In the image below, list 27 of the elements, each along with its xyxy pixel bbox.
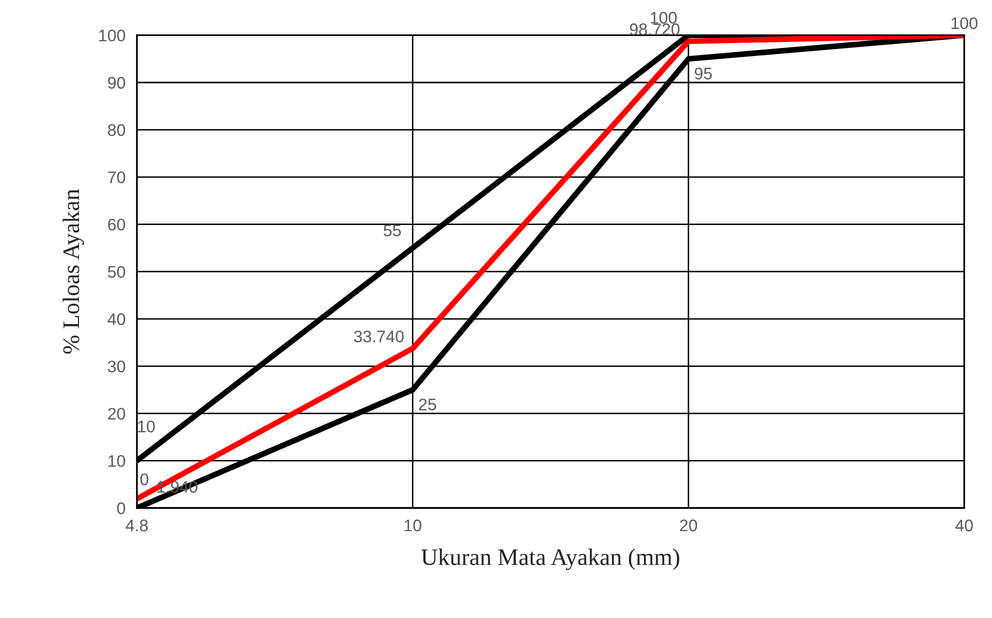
y-tick-label: 70 xyxy=(108,171,126,184)
y-tick-label: 80 xyxy=(108,124,126,136)
data-label: 95 xyxy=(694,68,712,80)
y-tick-label: 100 xyxy=(99,30,126,42)
data-label: 55 xyxy=(384,224,401,236)
data-label: 10 xyxy=(138,420,155,432)
y-tick-label: 30 xyxy=(108,360,126,372)
x-tick-label: 20 xyxy=(680,520,698,532)
y-tick-label: 60 xyxy=(108,218,126,231)
data-label: 33.740 xyxy=(354,330,404,342)
x-tick-label: 4.8 xyxy=(126,520,148,532)
y-tick-label: 40 xyxy=(108,313,126,326)
data-label: 100 xyxy=(650,12,677,24)
y-axis-title: % Loloas Ayakan xyxy=(62,189,84,354)
data-label: 0 xyxy=(140,473,148,486)
data-label: 1.940 xyxy=(158,480,198,493)
y-tick-label: 0 xyxy=(117,502,126,514)
y-tick-label: 10 xyxy=(108,455,126,467)
x-tick-label: 10 xyxy=(404,520,422,532)
data-label: 100 xyxy=(952,17,978,30)
y-tick-label: 90 xyxy=(108,76,126,89)
y-tick-label: 50 xyxy=(108,266,126,278)
y-tick-label: 20 xyxy=(108,408,126,420)
data-label: 98.720 xyxy=(630,23,680,36)
x-tick-label: 40 xyxy=(955,520,973,532)
x-axis-title: Ukuran Mata Ayakan (mm) xyxy=(421,548,680,570)
data-label: 25 xyxy=(419,398,436,410)
